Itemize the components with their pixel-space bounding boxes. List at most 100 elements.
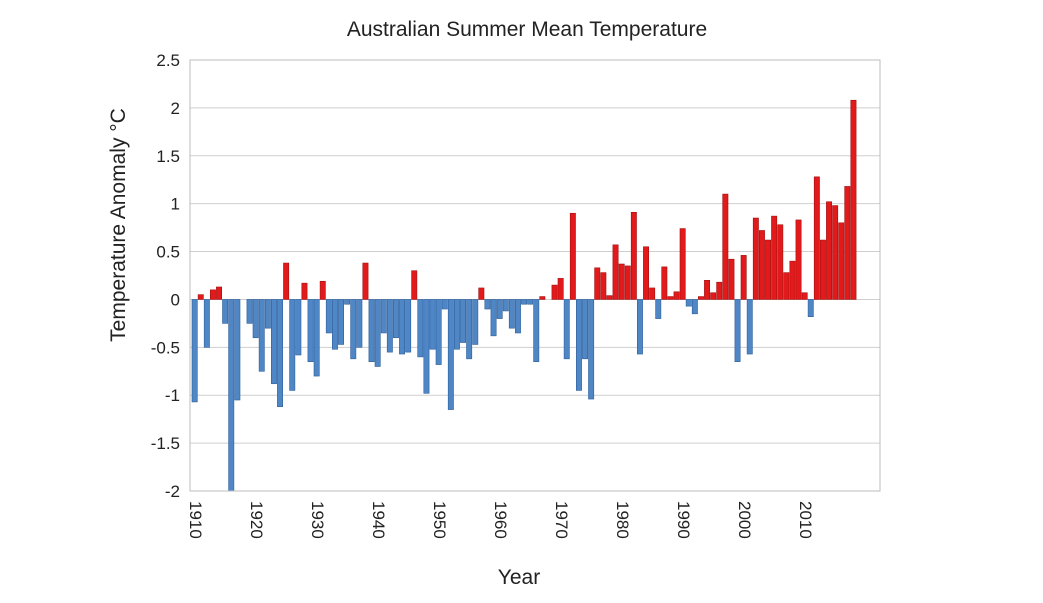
bar-2002: [752, 217, 759, 300]
y-tick-label: 2: [171, 99, 180, 118]
bar-1941: [380, 299, 387, 334]
bar-2012: [813, 176, 820, 300]
bar-2009: [795, 219, 802, 300]
bar-2016: [838, 222, 845, 300]
bar-1919: [246, 299, 253, 324]
x-axis-title: Year: [498, 566, 540, 589]
bar-1936: [350, 299, 357, 360]
bar-1985: [649, 287, 656, 300]
bar-1972: [569, 212, 576, 300]
bar-1998: [728, 258, 735, 300]
bar-2000: [740, 255, 747, 300]
y-tick-label: -1.5: [151, 434, 180, 453]
bar-1991: [685, 299, 692, 307]
bar-1948: [423, 299, 430, 394]
bar-1917: [234, 299, 241, 401]
y-tick-label: 2.5: [156, 51, 180, 70]
bar-1978: [606, 295, 613, 300]
x-axis-tick-labels: 1910 1920 1930 1940 1950 1960 1970 1980 1990 2000…: [186, 501, 815, 539]
bar-2011: [807, 299, 814, 317]
chart-title: Australian Summer Mean Temperature: [347, 18, 707, 41]
bar-1926: [289, 299, 296, 391]
bar-1966: [533, 299, 540, 363]
x-tick-label: 1920: [247, 501, 266, 539]
bar-1986: [655, 299, 662, 319]
y-tick-label: 0.5: [156, 243, 180, 262]
bar-2010: [801, 292, 808, 300]
bar-1983: [636, 299, 643, 355]
bar-1946: [411, 270, 418, 300]
y-axis-tick-labels: 2.5 2 1.5 1 0.5 0 -0.5 -1 -1.5 -2: [151, 51, 180, 501]
bar-1989: [673, 291, 680, 300]
bar-1915: [222, 299, 229, 324]
bars: [191, 99, 857, 492]
bar-1933: [331, 299, 338, 350]
bar-1981: [624, 265, 631, 300]
bar-1982: [630, 211, 637, 300]
x-tick-label: 1940: [369, 501, 388, 539]
x-tick-label: 1980: [613, 501, 632, 539]
bar-2017: [844, 186, 851, 300]
bar-1953: [453, 299, 460, 350]
bar-1916: [228, 299, 235, 492]
bar-1965: [527, 299, 534, 305]
y-tick-label: 0: [171, 290, 180, 309]
bar-1928: [301, 282, 308, 300]
bar-1975: [588, 299, 595, 400]
bar-1992: [691, 299, 698, 315]
bar-1971: [563, 299, 570, 360]
x-tick-label: 1990: [674, 501, 693, 539]
bar-1997: [722, 193, 729, 300]
bar-1952: [447, 299, 454, 410]
y-tick-label: 1: [171, 195, 180, 214]
bar-1963: [514, 299, 521, 334]
bar-1962: [508, 299, 515, 329]
bar-1958: [484, 299, 491, 310]
bar-1930: [313, 299, 320, 377]
bar-1947: [417, 299, 424, 358]
bar-1939: [368, 299, 375, 363]
bar-2018: [850, 99, 857, 300]
x-tick-label: 1970: [552, 501, 571, 539]
bar-1945: [405, 299, 412, 353]
bar-1910: [191, 299, 198, 403]
y-tick-label: -1: [165, 386, 180, 405]
bar-2014: [826, 201, 833, 300]
bar-1923: [270, 299, 277, 385]
bar-1984: [643, 246, 650, 300]
bar-1980: [618, 263, 625, 300]
bar-1961: [502, 299, 509, 312]
bar-1922: [264, 299, 271, 329]
bar-1976: [594, 267, 601, 300]
bar-1920: [252, 299, 259, 339]
bar-1925: [283, 262, 290, 300]
bar-2013: [819, 239, 826, 300]
bar-1951: [441, 299, 448, 310]
bar-1938: [362, 262, 369, 300]
bar-1955: [466, 299, 473, 360]
x-tick-label: 2010: [796, 501, 815, 539]
bar-1944: [399, 299, 405, 355]
bar-1934: [338, 299, 344, 345]
bar-1999: [734, 299, 741, 363]
bar-1931: [319, 280, 326, 300]
y-tick-label: 1.5: [156, 147, 180, 166]
x-tick-label: 1950: [430, 501, 449, 539]
bar-2003: [758, 230, 765, 300]
bar-1935: [344, 299, 351, 305]
bar-1950: [435, 299, 442, 365]
bar-1912: [203, 299, 210, 348]
bar-1987: [661, 266, 668, 300]
bar-1957: [478, 287, 485, 300]
x-tick-label: 1960: [491, 501, 510, 539]
bar-1996: [716, 281, 723, 300]
y-tick-label: -0.5: [151, 338, 180, 357]
bar-1969: [551, 284, 558, 300]
bar-1974: [582, 299, 589, 360]
bar-1988: [667, 296, 674, 300]
bar-2004: [765, 239, 772, 300]
bar-1949: [429, 299, 436, 350]
bar-1959: [490, 299, 497, 337]
